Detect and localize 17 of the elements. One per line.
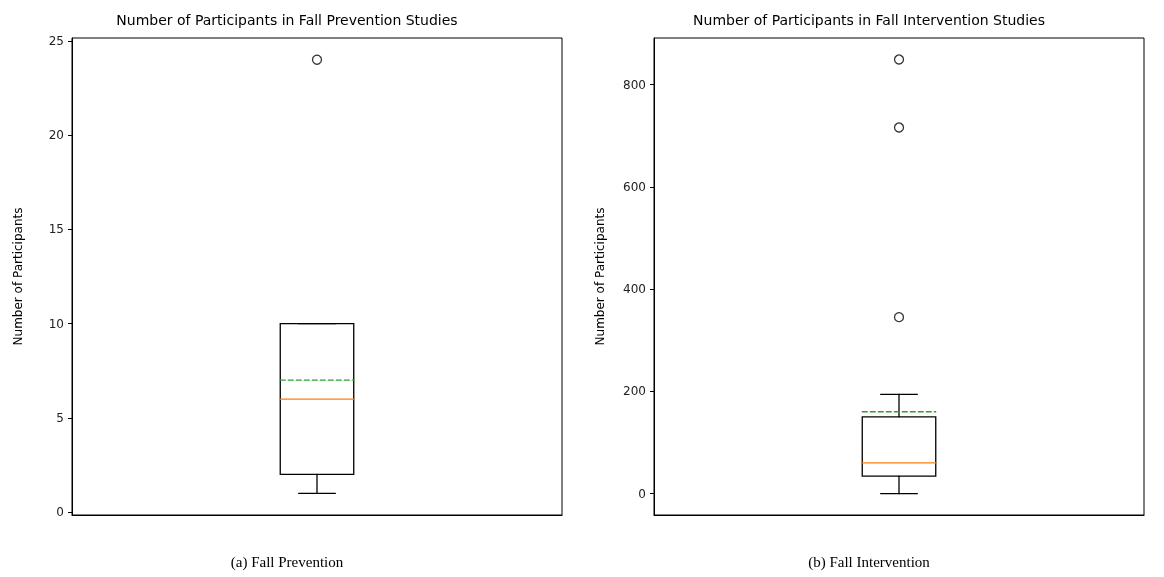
y-tick-label: 15: [48, 222, 64, 237]
y-tick-label: 600: [623, 179, 646, 194]
text: (a) Fall Prevention: [230, 553, 344, 571]
y-tick-label: 5: [56, 410, 64, 425]
y-axis-title: Number of Participants: [593, 207, 607, 346]
y-axis-title: Number of Participants: [11, 207, 25, 346]
y-tick-label: 10: [48, 316, 64, 331]
y-tick-label: 200: [623, 384, 646, 399]
y-tick-label: 20: [48, 128, 64, 143]
y-tick-label: 800: [623, 77, 646, 92]
y-tick-label: 400: [623, 282, 646, 297]
chart-title: Number of Participants in Fall Intervention Studies: [693, 12, 1045, 28]
chart-title: Number of Participants in Fall Prevention Studies: [116, 12, 458, 28]
y-tick-label: 0: [56, 505, 64, 520]
text: (b) Fall Intervention: [808, 553, 931, 571]
y-tick-label: 0: [638, 486, 646, 501]
y-tick-label: 25: [48, 33, 64, 48]
